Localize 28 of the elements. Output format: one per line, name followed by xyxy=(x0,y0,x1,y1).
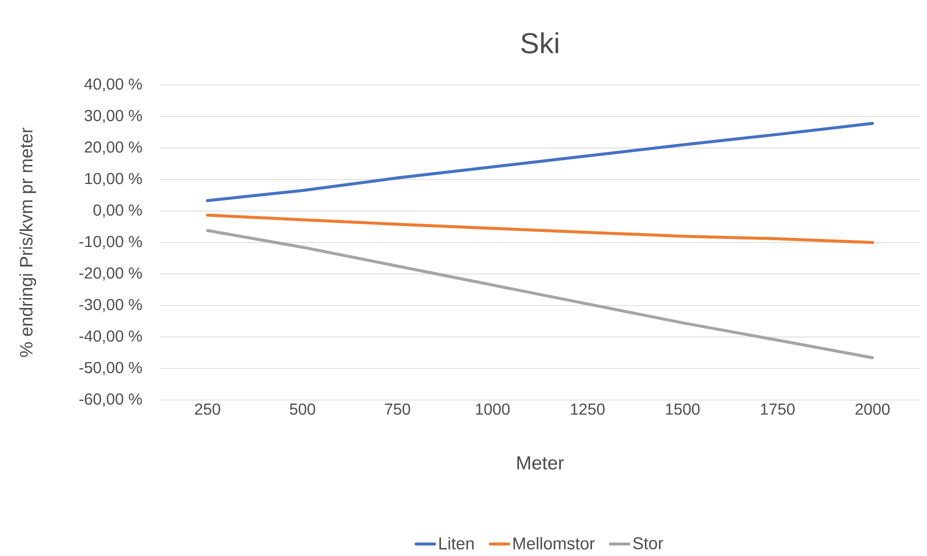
y-tick-label: 10,00 % xyxy=(85,172,142,186)
y-tick-label: 20,00 % xyxy=(84,141,142,155)
x-axis-title: Meter xyxy=(517,456,564,470)
y-axis-title: % endringi Pris/kvm pr meter xyxy=(19,128,36,357)
chart-title: Ski xyxy=(521,32,558,54)
legend-label: Mellomstor xyxy=(514,537,595,550)
x-tick-label: 1750 xyxy=(760,404,795,415)
y-tick-label: 0,00 % xyxy=(93,204,142,218)
y-tick-label: -10,00 % xyxy=(79,236,142,250)
legend-label: Liten xyxy=(439,537,474,550)
x-tick-label: 1500 xyxy=(666,404,700,415)
line-series xyxy=(206,122,874,202)
y-tick-label: 30,00 % xyxy=(84,110,142,124)
legend-label: Stor xyxy=(633,537,664,550)
line-series xyxy=(206,214,874,244)
x-tick-label: 1250 xyxy=(570,404,605,415)
y-tick-label: -50,00 % xyxy=(79,362,142,376)
line-series xyxy=(206,229,874,360)
x-tick-label: 2000 xyxy=(856,404,890,415)
x-tick-label: 500 xyxy=(290,404,316,415)
x-tick-label: 250 xyxy=(195,404,220,415)
x-tick-label: 1000 xyxy=(476,404,510,415)
x-tick-label: 750 xyxy=(385,404,410,415)
y-tick-label: -40,00 % xyxy=(79,330,142,344)
y-tick-label: -60,00 % xyxy=(79,393,142,407)
y-tick-label: -20,00 % xyxy=(79,267,142,281)
y-tick-label: -30,00 % xyxy=(79,298,142,312)
y-tick-label: 40,00 % xyxy=(84,78,142,92)
